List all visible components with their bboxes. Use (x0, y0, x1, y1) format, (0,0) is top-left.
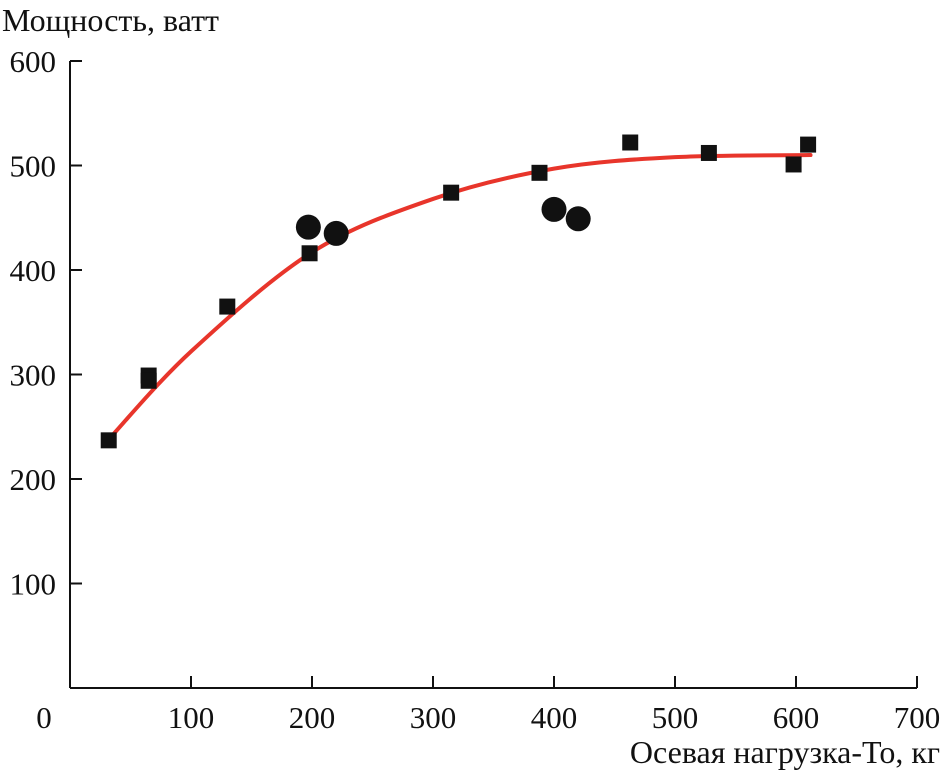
y-tick-label: 500 (10, 149, 57, 184)
square-marker (301, 245, 318, 262)
square-marker (700, 144, 717, 161)
y-tick-label: 200 (10, 462, 57, 497)
circle-marker (565, 206, 591, 232)
data-points-layer (100, 134, 817, 449)
square-marker (443, 184, 460, 201)
y-tick-label: 400 (10, 253, 57, 288)
y-axis-title: Мощность, ватт (2, 2, 219, 38)
circle-marker (295, 214, 321, 240)
square-marker (785, 156, 802, 173)
x-tick-label: 500 (652, 700, 699, 735)
square-marker (622, 134, 639, 151)
square-marker (800, 136, 817, 153)
fit-curve-layer (106, 153, 813, 442)
y-tick-label: 100 (10, 567, 57, 602)
x-tick-label: 100 (168, 700, 215, 735)
x-axis-title: Осевая нагрузка-To, кг (630, 734, 940, 770)
square-marker (531, 164, 548, 181)
axes (69, 60, 918, 689)
square-marker (100, 432, 117, 449)
x-tick-label: 600 (773, 700, 820, 735)
x-tick-label: 0 (36, 700, 52, 735)
y-tick-label: 600 (10, 44, 57, 79)
x-tick-label: 400 (531, 700, 578, 735)
x-tick-label: 300 (410, 700, 457, 735)
fit-curve (106, 153, 813, 442)
circle-marker (541, 196, 567, 222)
x-tick-label: 200 (289, 700, 336, 735)
x-tick-label: 700 (894, 700, 941, 735)
square-marker (140, 372, 157, 389)
circle-marker (323, 220, 349, 246)
square-marker (219, 298, 236, 315)
y-tick-label: 300 (10, 358, 57, 393)
